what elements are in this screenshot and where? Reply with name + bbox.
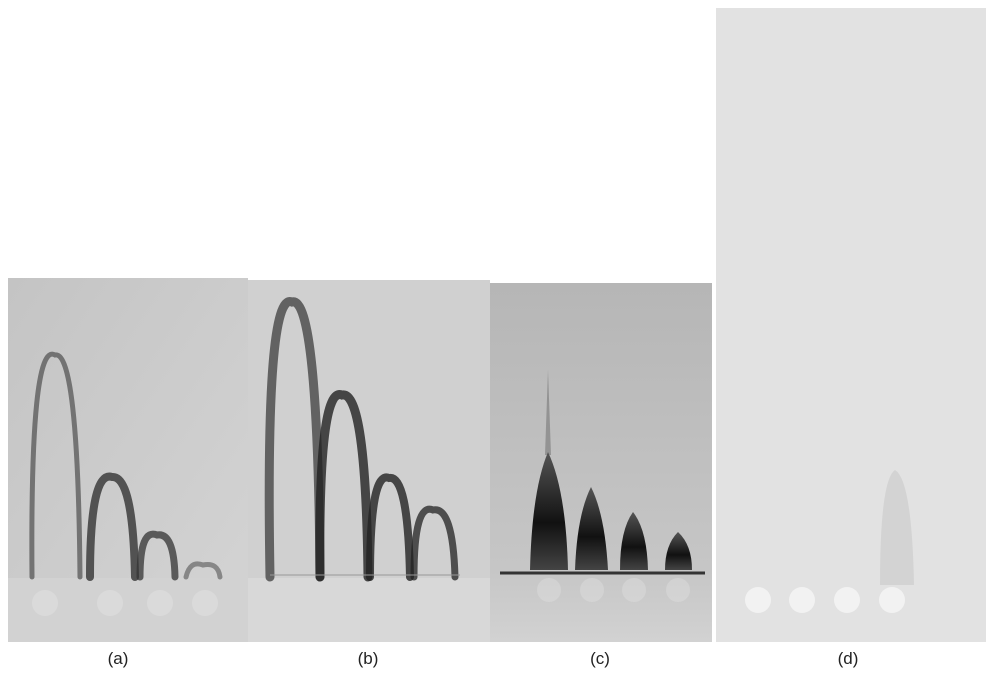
panel-d — [716, 8, 986, 642]
panel-label: (a) — [108, 649, 129, 668]
panel-label: (c) — [590, 649, 610, 668]
panel-label: (d) — [838, 649, 859, 668]
panel-b — [248, 280, 490, 642]
panel-a — [8, 278, 248, 642]
panel-c — [490, 283, 712, 642]
panel-label: (b) — [358, 649, 379, 668]
